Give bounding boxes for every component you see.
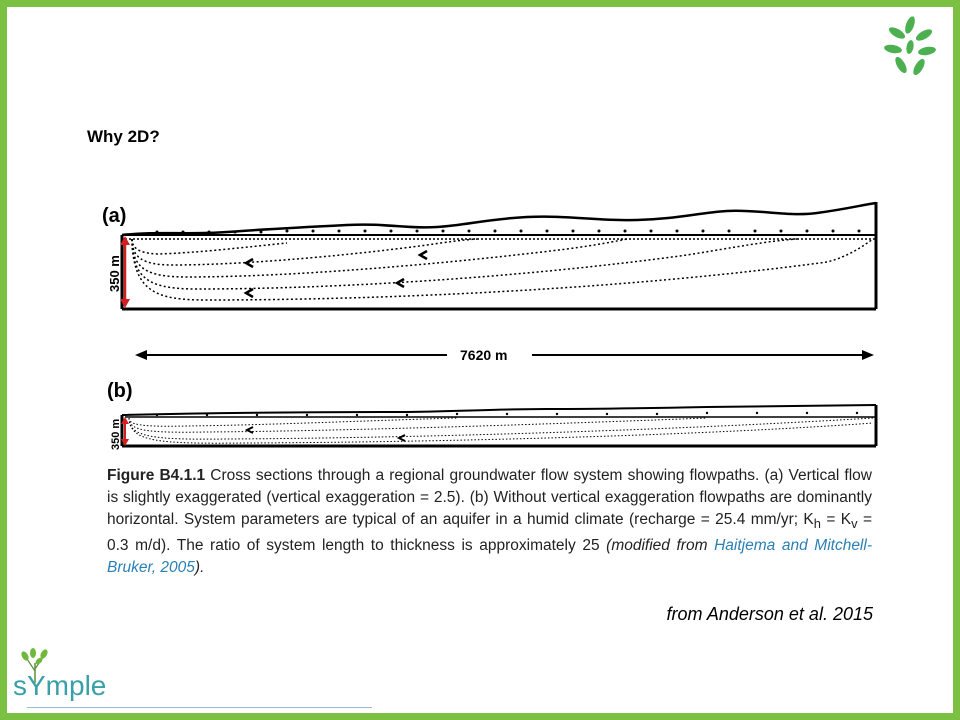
thickness-label-a: 350 m [107,255,122,292]
flowpaths-a [131,238,874,301]
subscript-v: v [851,516,858,532]
caption-text-3: = 0.3 m/d). The ratio of system length t… [107,511,873,555]
citation-link[interactable]: Haitjema and Mitchell-Bruker, 2005 [107,537,872,577]
panel-a-cross-section: 350 m [107,201,878,311]
recharge-markers-b [155,411,859,417]
flowpaths-b [128,417,874,444]
slide-title: Why 2D? [87,127,160,146]
figure-number: Figure B4.1.1 [107,467,206,484]
thickness-label-b: 350 m [110,419,122,450]
flow-direction-arrows-a [243,249,428,299]
subscript-h: h [813,516,821,532]
caption-close: ). [194,559,205,577]
panel-a-label: (a) [102,205,126,227]
caption-modified-from: (modified from [606,537,715,555]
leaf-logo-icon [884,16,936,76]
caption-text-1: Cross sections through a regional ground… [107,467,872,528]
figure-caption: Figure B4.1.1 Cross sections through a r… [107,465,872,579]
thickness-arrow-b [121,417,129,446]
recharge-markers [155,229,861,234]
cross-section-figure: (a) [102,201,878,450]
caption-text-2: = K [820,511,852,528]
flow-direction-arrows-b [244,426,406,442]
brand-name: sYmple [13,670,106,701]
tree-icon [21,648,48,683]
thickness-arrow-a [120,236,130,308]
symple-logo: sYmple [13,648,106,701]
brand-underline [27,707,372,708]
panel-b-cross-section: 350 m [110,404,878,450]
length-dimension: 7620 m [135,347,874,363]
panel-b-label: (b) [107,380,133,402]
length-label: 7620 m [460,347,507,363]
source-attribution: from Anderson et al. 2015 [666,604,873,624]
